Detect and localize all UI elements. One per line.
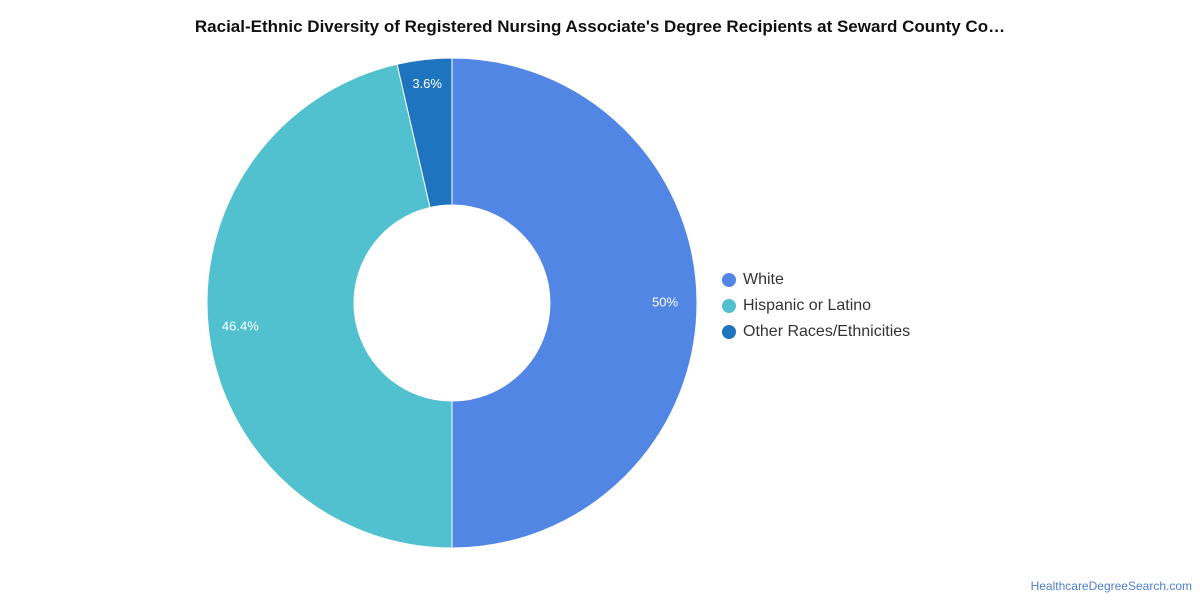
data-label-other-races-ethnicities: 3.6% [412,76,442,91]
legend-label-white: White [743,271,784,288]
legend-item-white[interactable]: White [722,267,910,293]
legend-label-other-races-ethnicities: Other Races/Ethnicities [743,323,911,340]
slice-white[interactable] [451,57,698,549]
legend-item-other-races-ethnicities[interactable]: Other Races/Ethnicities [722,319,910,345]
legend-item-hispanic-or-latino[interactable]: Hispanic or Latino [722,293,910,319]
legend-swatch-white [722,273,736,287]
legend-swatch-hispanic-or-latino [722,299,736,313]
data-label-white: 50% [652,294,678,309]
slice-other-races-ethnicities[interactable] [396,57,453,209]
legend: White Hispanic or Latino Other Races/Eth… [722,267,910,345]
slice-hispanic-or-latino[interactable] [206,63,453,549]
legend-swatch-other-races-ethnicities [722,325,736,339]
legend-label-hispanic-or-latino: Hispanic or Latino [743,297,872,314]
source-watermark[interactable]: HealthcareDegreeSearch.com [1030,579,1192,593]
data-label-hispanic-or-latino: 46.4% [222,318,259,333]
chart-title: Racial-Ethnic Diversity of Registered Nu… [194,17,1006,36]
